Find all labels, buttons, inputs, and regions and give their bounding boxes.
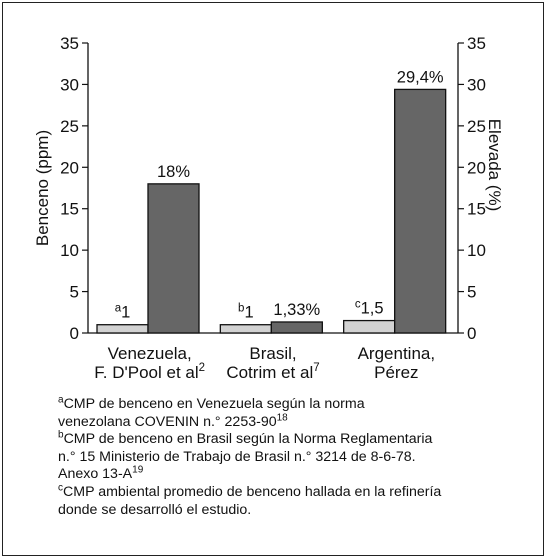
y-axis-title-right: Elevada (%) (485, 119, 504, 212)
x-category-superscript: 7 (313, 362, 319, 374)
data-label-value: 1 (121, 304, 130, 322)
data-label-value: 1,5 (361, 300, 384, 318)
bar (270, 321, 323, 334)
footnotes: aCMP de benceno en Venezuela según la no… (58, 394, 518, 519)
data-label: 29,4% (397, 68, 444, 86)
x-category-label: Argentina, (358, 344, 436, 363)
footnote-line: CMP ambiental promedio de benceno hallad… (63, 483, 442, 500)
x-category-superscript: 2 (199, 362, 205, 374)
figure-frame (2, 2, 544, 556)
y-tick-label-right: 20 (467, 158, 486, 177)
x-category-text: F. D'Pool et al (94, 363, 198, 382)
y-tick-label-left: 35 (60, 34, 79, 53)
footnote-line: venezolana COVENIN n.° 2253-90 (58, 413, 277, 430)
bar-chart: 0 0 5 5 10 10 15 15 20 20 25 25 30 30 35 35 Benceno (ppm… (33, 34, 504, 382)
x-category-label: F. D'Pool et al2 (94, 362, 205, 382)
bar (96, 324, 149, 334)
y-tick-label-left: 15 (60, 200, 79, 219)
x-category-text: Cotrim et al (226, 363, 313, 382)
data-label-value: 1 (244, 304, 253, 322)
footnote-marker: c (58, 482, 63, 494)
y-axis-title-left: Benceno (ppm) (33, 130, 52, 246)
y-tick-label-left: 30 (60, 75, 79, 94)
y-tick-label-right: 35 (467, 34, 486, 53)
data-label: c1,5 (355, 299, 384, 318)
data-label-superscript: c (355, 299, 361, 311)
footnote-line: donde se desarrolló el estudio. (58, 501, 252, 518)
y-tick-label-left: 25 (60, 117, 79, 136)
footnote-ref: 18 (276, 411, 288, 423)
footnote-a: aCMP de benceno en Venezuela según la no… (58, 394, 518, 431)
data-label: a1 (115, 303, 131, 322)
y-tick-label-left: 5 (70, 283, 79, 302)
footnote-ref: 19 (132, 464, 144, 476)
bar (343, 319, 396, 334)
y-tick-label-left: 10 (60, 241, 79, 260)
footnote-c: cCMP ambiental promedio de benceno halla… (58, 482, 518, 519)
y-tick-label-right: 0 (467, 324, 476, 343)
x-category-label: Cotrim et al7 (226, 362, 319, 382)
y-tick-label-right: 25 (467, 117, 486, 136)
footnote-marker: b (58, 429, 64, 441)
y-tick-label-right: 15 (467, 200, 486, 219)
footnote-b: bCMP de benceno en Brasil según la Norma… (58, 429, 518, 484)
footnote-line: n.° 15 Ministerio de Trabajo de Brasil n… (58, 448, 416, 465)
x-category-label: Pérez (374, 363, 418, 382)
y-tick-label-left: 20 (60, 158, 79, 177)
x-category-label: Venezuela, (108, 344, 192, 363)
bar (147, 183, 200, 334)
data-label: 18% (157, 163, 190, 181)
y-tick-label-left: 0 (70, 324, 79, 343)
footnote-line: CMP de benceno en Brasil según la Norma … (63, 431, 433, 448)
y-tick-label-right: 10 (467, 241, 486, 260)
data-label-superscript: a (115, 303, 122, 315)
x-category-label: Brasil, (249, 344, 296, 363)
y-tick-label-right: 5 (467, 283, 476, 302)
footnote-line: CMP de benceno en Venezuela según la nor… (63, 396, 365, 412)
data-label-superscript: b (238, 303, 244, 315)
bar (219, 324, 272, 334)
footnote-line: Anexo 13-A (58, 466, 133, 483)
y-tick-label-right: 30 (467, 75, 486, 94)
data-label: 1,33% (273, 301, 320, 319)
bar (394, 88, 447, 334)
footnote-marker: a (58, 394, 64, 406)
data-label: b1 (238, 303, 254, 322)
